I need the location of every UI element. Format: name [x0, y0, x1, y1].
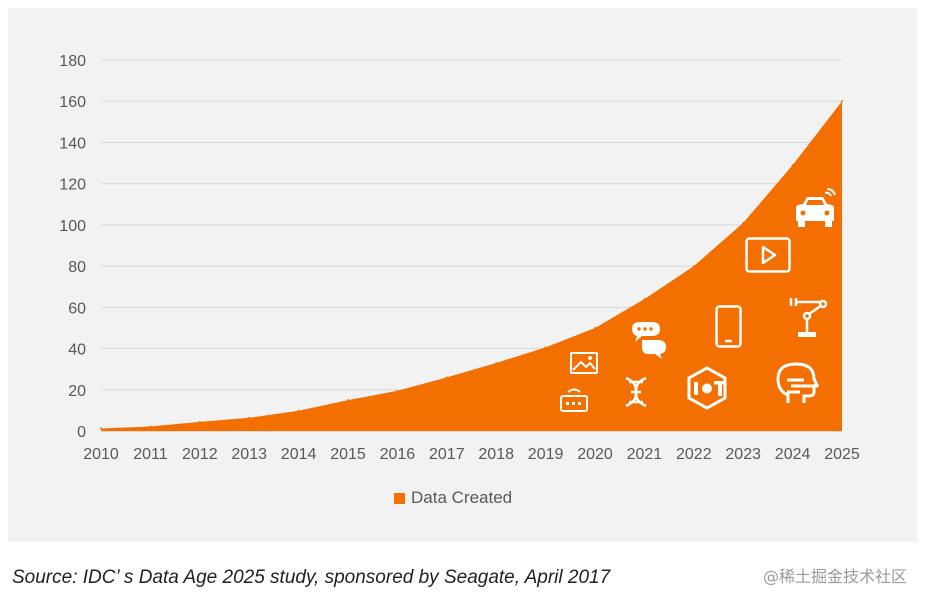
chart-panel: 0 20 40 60 80 100 120 140 160 180 2010 2011 2012 201… [8, 8, 917, 542]
play-video-icon [745, 237, 791, 273]
x-tick-label: 2020 [577, 446, 613, 463]
x-tick-label: 2022 [676, 446, 712, 463]
data-point [297, 409, 300, 412]
x-tick-label: 2013 [231, 446, 267, 463]
x-tick-label: 2012 [182, 446, 218, 463]
x-tick-label: 2011 [133, 446, 168, 463]
connected-car-icon [796, 188, 836, 227]
data-point [149, 425, 152, 428]
y-tick-label: 100 [59, 218, 86, 235]
x-tick-label: 2017 [429, 446, 465, 463]
chat-bubbles-icon [632, 322, 666, 359]
x-tick-label: 2010 [83, 446, 119, 463]
x-tick-label: 2024 [775, 446, 811, 463]
y-tick-label: 40 [68, 342, 86, 359]
y-tick-label: 60 [68, 300, 86, 317]
data-point [841, 100, 843, 103]
legend-label: Data Created [411, 488, 513, 507]
x-tick-label: 2018 [478, 446, 514, 463]
data-point [445, 376, 448, 379]
data-point [643, 298, 646, 301]
data-point [544, 346, 547, 349]
x-tick-label: 2015 [330, 446, 366, 463]
x-tick-label: 2016 [380, 446, 416, 463]
y-tick-label: 140 [59, 135, 86, 152]
ai-head-icon [776, 362, 820, 403]
data-icons [560, 188, 836, 412]
image-icon [570, 352, 598, 374]
data-point [396, 389, 399, 392]
legend: Data Created [394, 488, 512, 508]
router-icon [560, 388, 588, 412]
dna-icon [625, 376, 647, 408]
y-tick-label: 0 [77, 424, 86, 441]
y-tick-label: 160 [59, 94, 86, 111]
y-tick-label: 80 [68, 259, 86, 276]
y-tick-label: 20 [68, 383, 86, 400]
data-point [791, 164, 794, 167]
watermark: @稀土掘金技术社区 [762, 567, 907, 586]
legend-swatch [394, 492, 405, 504]
x-tick-label: 2021 [627, 446, 663, 463]
data-point [692, 265, 695, 268]
smartphone-icon [715, 305, 742, 348]
data-point [100, 427, 102, 430]
x-tick-label: 2025 [824, 446, 860, 463]
data-point [347, 399, 349, 402]
source-caption: Source: IDC’ s Data Age 2025 study, spon… [12, 567, 611, 588]
data-point [495, 361, 498, 364]
y-axis-tick-labels: 0 20 40 60 80 100 120 140 160 180 [59, 53, 86, 441]
iot-icon [687, 366, 727, 410]
x-tick-label: 2014 [281, 446, 317, 463]
x-tick-label: 2023 [725, 446, 761, 463]
data-point [198, 420, 201, 423]
data-point [742, 221, 745, 224]
data-point [248, 416, 251, 419]
robot-arm-icon [789, 298, 828, 337]
gridlines [101, 59, 842, 432]
data-point [594, 326, 596, 329]
x-axis-tick-labels: 2010 2011 2012 2013 2014 2015 2016 2017 2018 2019… [83, 446, 860, 463]
y-tick-label: 180 [59, 53, 86, 70]
x-tick-label: 2019 [528, 446, 564, 463]
y-tick-label: 120 [59, 177, 86, 194]
